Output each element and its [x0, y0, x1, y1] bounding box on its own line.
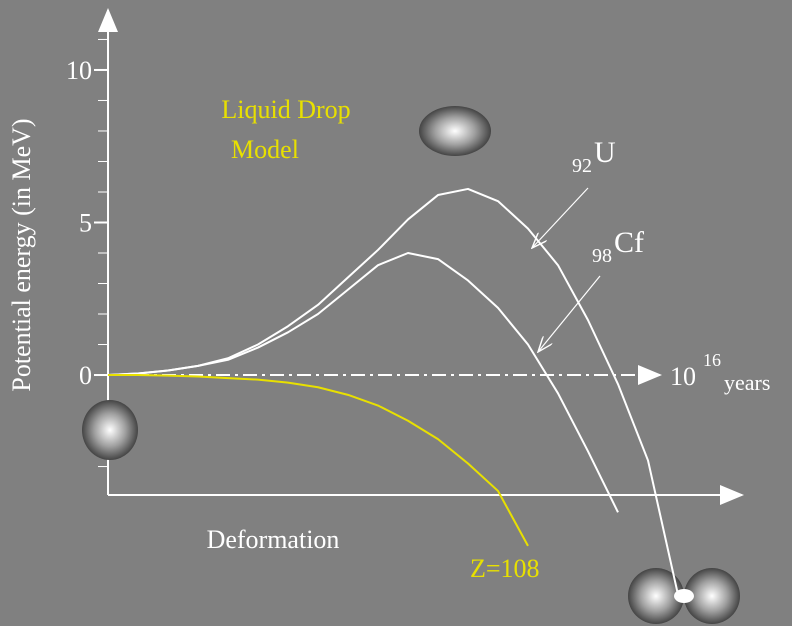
u-subscript: 92 — [572, 155, 592, 177]
y-tick-label: 10 — [66, 56, 92, 85]
cf-subscript: 98 — [592, 245, 612, 267]
sphere-shape — [82, 400, 138, 460]
z-label: Z=108 — [470, 554, 540, 583]
time-base: 10 — [670, 362, 696, 391]
curve — [107, 252, 619, 513]
model-label: Liquid Drop — [221, 95, 350, 124]
deformed-shape — [419, 106, 491, 156]
model-label: Model — [231, 135, 299, 164]
neck — [674, 589, 694, 603]
pointer-arrow — [532, 187, 589, 248]
y-tick-label: 0 — [79, 361, 92, 390]
fragment — [628, 568, 684, 624]
curve — [108, 374, 529, 547]
y-axis-label: Potential energy (in MeV) — [7, 118, 36, 391]
cf-label: Cf — [614, 226, 644, 259]
time-unit: years — [724, 370, 770, 395]
u-label: U — [594, 136, 616, 169]
y-tick-label: 5 — [79, 208, 92, 237]
scission-shape — [628, 568, 740, 624]
fragment — [684, 568, 740, 624]
pointer-arrow — [538, 275, 601, 352]
x-axis-label: Deformation — [207, 525, 340, 554]
time-exponent: 16 — [703, 350, 721, 370]
